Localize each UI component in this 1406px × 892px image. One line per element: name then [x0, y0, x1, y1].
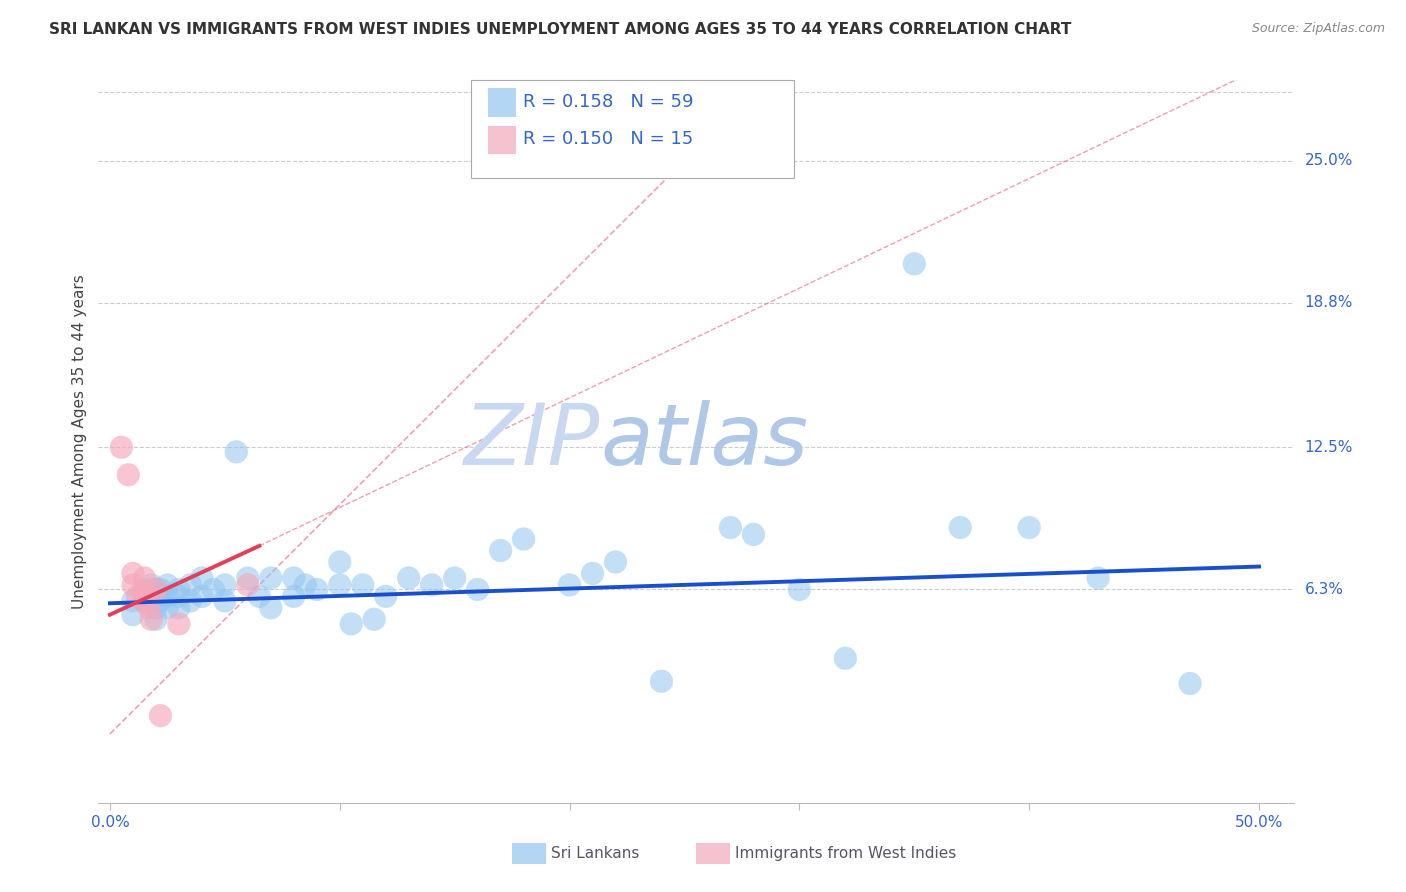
- Point: [512, 532, 534, 546]
- Text: atlas: atlas: [600, 400, 808, 483]
- Point: [134, 571, 156, 585]
- Point: [834, 651, 856, 665]
- Point: [141, 578, 163, 592]
- Point: [398, 571, 420, 585]
- Point: [1018, 520, 1040, 534]
- Point: [122, 566, 145, 581]
- Point: [145, 590, 167, 604]
- Point: [420, 578, 443, 592]
- Point: [1087, 571, 1109, 585]
- Text: 12.5%: 12.5%: [1305, 440, 1353, 455]
- Point: [191, 590, 214, 604]
- Text: ZIP: ZIP: [464, 400, 600, 483]
- Point: [352, 578, 374, 592]
- Point: [650, 674, 672, 689]
- Point: [167, 616, 190, 631]
- Text: Immigrants from West Indies: Immigrants from West Indies: [735, 847, 956, 861]
- Point: [167, 590, 190, 604]
- Point: [558, 578, 581, 592]
- Point: [117, 467, 139, 482]
- Point: [122, 607, 145, 622]
- Point: [283, 590, 305, 604]
- Point: [1178, 676, 1201, 690]
- Text: 25.0%: 25.0%: [1305, 153, 1353, 168]
- Point: [260, 600, 283, 615]
- Point: [247, 590, 270, 604]
- Point: [134, 584, 156, 599]
- Point: [122, 578, 145, 592]
- Point: [305, 582, 328, 597]
- Point: [149, 594, 172, 608]
- Point: [141, 590, 163, 604]
- Point: [742, 527, 765, 541]
- Point: [156, 600, 179, 615]
- Point: [789, 582, 811, 597]
- Point: [122, 594, 145, 608]
- Text: R = 0.150   N = 15: R = 0.150 N = 15: [523, 130, 693, 148]
- Point: [294, 578, 316, 592]
- Point: [167, 582, 190, 597]
- Point: [149, 582, 172, 597]
- Point: [329, 555, 352, 569]
- Point: [329, 578, 352, 592]
- Point: [138, 600, 160, 615]
- Y-axis label: Unemployment Among Ages 35 to 44 years: Unemployment Among Ages 35 to 44 years: [72, 274, 87, 609]
- Text: R = 0.158   N = 59: R = 0.158 N = 59: [523, 93, 693, 111]
- Point: [156, 590, 179, 604]
- Point: [134, 594, 156, 608]
- Text: 6.3%: 6.3%: [1305, 582, 1344, 597]
- Point: [225, 445, 247, 459]
- Point: [179, 578, 201, 592]
- Point: [903, 257, 925, 271]
- Point: [214, 578, 236, 592]
- Point: [179, 594, 201, 608]
- Point: [141, 612, 163, 626]
- Text: Sri Lankans: Sri Lankans: [551, 847, 640, 861]
- Point: [145, 600, 167, 615]
- Point: [236, 571, 259, 585]
- Point: [720, 520, 742, 534]
- Point: [202, 582, 225, 597]
- Point: [134, 582, 156, 597]
- Point: [489, 543, 512, 558]
- Point: [374, 590, 396, 604]
- Point: [340, 616, 363, 631]
- Point: [167, 600, 190, 615]
- Point: [135, 590, 157, 604]
- Point: [214, 594, 236, 608]
- Point: [191, 571, 214, 585]
- Text: Source: ZipAtlas.com: Source: ZipAtlas.com: [1251, 22, 1385, 36]
- Point: [443, 571, 465, 585]
- Text: SRI LANKAN VS IMMIGRANTS FROM WEST INDIES UNEMPLOYMENT AMONG AGES 35 TO 44 YEARS: SRI LANKAN VS IMMIGRANTS FROM WEST INDIE…: [49, 22, 1071, 37]
- Point: [156, 578, 179, 592]
- Point: [127, 590, 149, 604]
- Point: [949, 520, 972, 534]
- Point: [581, 566, 603, 581]
- Point: [467, 582, 489, 597]
- Point: [145, 612, 167, 626]
- Point: [149, 708, 172, 723]
- Point: [260, 571, 283, 585]
- Point: [283, 571, 305, 585]
- Point: [236, 578, 259, 592]
- Point: [363, 612, 385, 626]
- Point: [145, 582, 167, 597]
- Point: [145, 582, 167, 597]
- Text: 18.8%: 18.8%: [1305, 295, 1353, 310]
- Point: [134, 594, 156, 608]
- Point: [110, 440, 132, 454]
- Point: [605, 555, 627, 569]
